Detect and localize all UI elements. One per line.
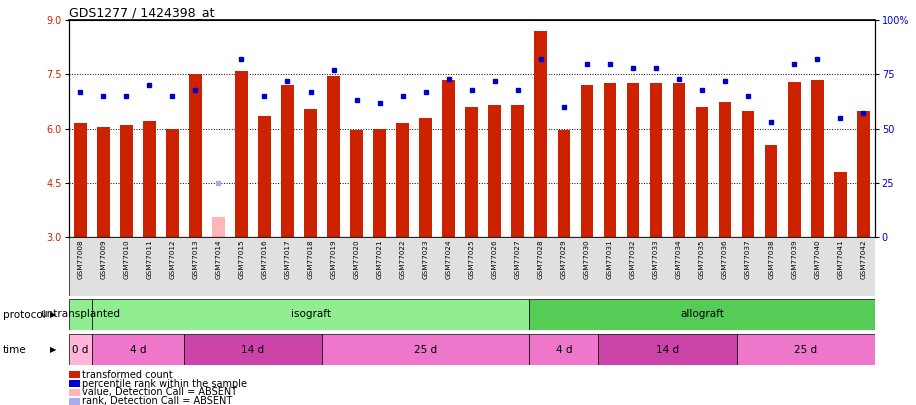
Bar — [511, 105, 524, 237]
Text: GSM77023: GSM77023 — [422, 240, 429, 279]
Text: GSM77041: GSM77041 — [837, 240, 844, 279]
Bar — [120, 125, 133, 237]
Bar — [558, 130, 570, 237]
Bar — [304, 109, 317, 237]
Bar — [742, 111, 755, 237]
Text: GSM77018: GSM77018 — [308, 240, 313, 279]
Bar — [69, 299, 92, 330]
Bar — [529, 334, 598, 365]
Text: GSM77017: GSM77017 — [285, 240, 290, 279]
Text: GSM77014: GSM77014 — [215, 240, 222, 279]
Text: 4 d: 4 d — [556, 345, 572, 355]
Bar — [189, 75, 202, 237]
Text: GSM77039: GSM77039 — [791, 240, 797, 279]
Text: GSM77032: GSM77032 — [630, 240, 636, 279]
Text: GSM77015: GSM77015 — [238, 240, 245, 279]
Bar — [213, 217, 224, 237]
Text: GSM77021: GSM77021 — [376, 240, 383, 279]
Text: protocol: protocol — [3, 310, 46, 320]
Text: GSM77031: GSM77031 — [607, 240, 613, 279]
Text: GSM77011: GSM77011 — [147, 240, 152, 279]
Text: GSM77010: GSM77010 — [124, 240, 129, 279]
Text: GSM77042: GSM77042 — [860, 240, 867, 279]
Bar — [765, 145, 778, 237]
Bar — [535, 31, 547, 237]
Bar — [281, 85, 294, 237]
Text: GSM77038: GSM77038 — [769, 240, 774, 279]
Bar — [598, 334, 736, 365]
Text: ▶: ▶ — [50, 345, 57, 354]
Bar — [327, 76, 340, 237]
Bar — [736, 334, 875, 365]
Text: GSM77016: GSM77016 — [261, 240, 267, 279]
Text: GSM77037: GSM77037 — [745, 240, 751, 279]
Text: GSM77020: GSM77020 — [354, 240, 360, 279]
Bar — [258, 116, 271, 237]
Bar — [184, 334, 322, 365]
Bar — [529, 299, 875, 330]
Bar — [627, 83, 639, 237]
Bar — [465, 107, 478, 237]
Bar — [143, 122, 156, 237]
Bar — [581, 85, 594, 237]
Bar — [857, 111, 869, 237]
Text: GSM77022: GSM77022 — [399, 240, 406, 279]
Text: 14 d: 14 d — [656, 345, 679, 355]
Text: GSM77027: GSM77027 — [515, 240, 521, 279]
Text: GSM77012: GSM77012 — [169, 240, 175, 279]
Text: GSM77024: GSM77024 — [446, 240, 452, 279]
Bar — [350, 130, 363, 237]
Bar — [672, 83, 685, 237]
Text: 0 d: 0 d — [72, 345, 89, 355]
Text: GSM77026: GSM77026 — [492, 240, 497, 279]
Text: GSM77029: GSM77029 — [561, 240, 567, 279]
Bar — [397, 123, 409, 237]
Bar — [92, 334, 184, 365]
Bar — [811, 80, 823, 237]
Text: time: time — [3, 345, 27, 354]
Bar — [374, 129, 386, 237]
Text: GSM77013: GSM77013 — [192, 240, 199, 279]
Bar — [69, 334, 92, 365]
Bar — [166, 129, 179, 237]
Text: rank, Detection Call = ABSENT: rank, Detection Call = ABSENT — [82, 396, 233, 405]
Bar — [442, 80, 455, 237]
Text: ▶: ▶ — [50, 310, 57, 319]
Text: isograft: isograft — [290, 309, 331, 320]
Text: GSM77019: GSM77019 — [331, 240, 336, 279]
Text: 4 d: 4 d — [129, 345, 146, 355]
Text: GSM77030: GSM77030 — [583, 240, 590, 279]
Text: GSM77033: GSM77033 — [653, 240, 659, 279]
Bar — [834, 172, 846, 237]
Text: GSM77035: GSM77035 — [699, 240, 705, 279]
Bar — [97, 127, 110, 237]
Text: 14 d: 14 d — [242, 345, 265, 355]
Text: GDS1277 / 1424398_at: GDS1277 / 1424398_at — [69, 6, 214, 19]
Text: GSM77028: GSM77028 — [538, 240, 544, 279]
Text: GSM77034: GSM77034 — [676, 240, 682, 279]
Bar — [788, 82, 801, 237]
Text: 25 d: 25 d — [794, 345, 817, 355]
Text: 25 d: 25 d — [414, 345, 437, 355]
Text: percentile rank within the sample: percentile rank within the sample — [82, 379, 247, 388]
Bar — [92, 299, 529, 330]
Bar — [74, 123, 86, 237]
Bar — [322, 334, 529, 365]
Text: GSM77008: GSM77008 — [77, 240, 83, 279]
Bar — [604, 83, 616, 237]
Text: transformed count: transformed count — [82, 370, 173, 379]
Text: GSM77040: GSM77040 — [814, 240, 820, 279]
Text: GSM77009: GSM77009 — [100, 240, 106, 279]
Bar — [420, 118, 432, 237]
Text: value, Detection Call = ABSENT: value, Detection Call = ABSENT — [82, 388, 237, 397]
Bar — [649, 83, 662, 237]
Text: GSM77036: GSM77036 — [722, 240, 728, 279]
Text: untransplanted: untransplanted — [40, 309, 120, 320]
Bar — [719, 102, 731, 237]
Text: allograft: allograft — [680, 309, 724, 320]
Text: GSM77025: GSM77025 — [469, 240, 474, 279]
Bar — [696, 107, 708, 237]
Bar — [488, 105, 501, 237]
Bar — [235, 71, 247, 237]
